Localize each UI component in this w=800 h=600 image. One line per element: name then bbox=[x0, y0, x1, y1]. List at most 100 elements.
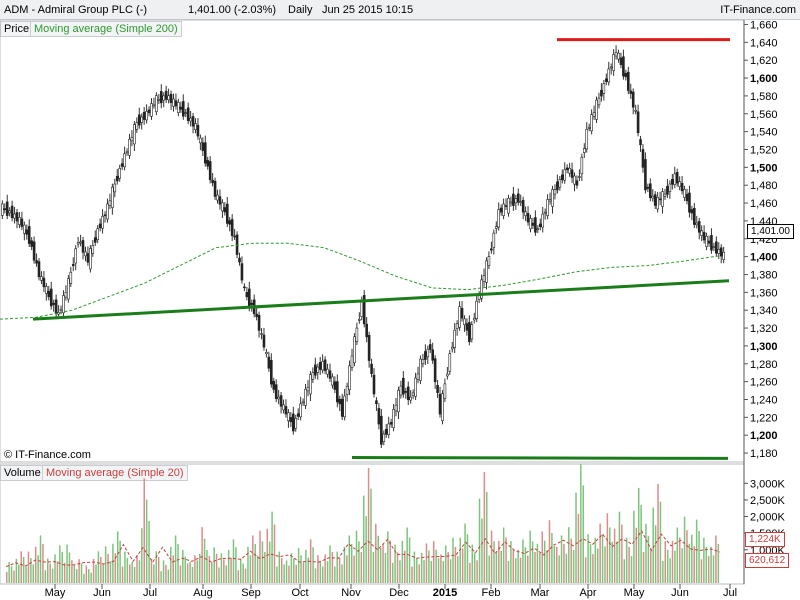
volume-bar bbox=[440, 554, 442, 583]
candle-body bbox=[507, 198, 510, 214]
volume-bar bbox=[150, 558, 153, 583]
volume-bar bbox=[42, 543, 44, 583]
candle-body bbox=[79, 241, 82, 244]
candle-body bbox=[155, 95, 158, 112]
volume-bar bbox=[141, 528, 143, 583]
candle-body bbox=[216, 194, 219, 201]
volume-bar bbox=[336, 551, 338, 583]
symbol-title: ADM - Admiral Group PLC (-) bbox=[4, 4, 148, 16]
volume-bar bbox=[365, 516, 367, 583]
candle-body bbox=[426, 348, 430, 358]
volume-bar bbox=[688, 543, 691, 583]
candle-body bbox=[602, 83, 606, 94]
candle-body bbox=[260, 333, 263, 335]
volume-bar bbox=[283, 564, 285, 583]
price-tick-label: 1,340 bbox=[750, 305, 778, 317]
candle-body bbox=[13, 213, 16, 219]
volume-bar bbox=[297, 548, 300, 583]
volume-bar bbox=[341, 564, 343, 583]
price-legend-ma[interactable]: Moving average (Simple 200) bbox=[30, 21, 182, 37]
volume-bar bbox=[102, 563, 104, 583]
volume-bar bbox=[401, 540, 404, 583]
volume-bar bbox=[389, 540, 392, 583]
candle-body bbox=[458, 306, 461, 328]
candle-body bbox=[196, 124, 200, 137]
candle-body bbox=[578, 176, 581, 178]
volume-bar bbox=[300, 555, 302, 583]
volume-bar bbox=[92, 558, 95, 583]
price-tick-label: 1,280 bbox=[750, 359, 778, 371]
candle-body bbox=[74, 248, 77, 264]
candle-body bbox=[64, 292, 68, 298]
volume-legend-ma[interactable]: Moving average (Simple 20) bbox=[42, 465, 188, 481]
candle-body bbox=[164, 90, 168, 100]
volume-bar bbox=[577, 513, 580, 583]
volume-bar bbox=[104, 546, 107, 583]
candle-body bbox=[10, 205, 14, 219]
volume-bar bbox=[162, 560, 165, 583]
volume-bar bbox=[194, 555, 196, 583]
candle-body bbox=[179, 106, 183, 110]
candle-body bbox=[326, 368, 329, 375]
volume-bar bbox=[483, 472, 486, 583]
volume-bar bbox=[66, 544, 68, 583]
candle-body bbox=[208, 161, 212, 181]
volume-bar bbox=[119, 540, 121, 583]
volume-bar bbox=[698, 530, 700, 583]
candle-body bbox=[411, 392, 415, 396]
volume-bar bbox=[442, 561, 445, 583]
candle-body bbox=[25, 229, 29, 235]
candle-body bbox=[30, 240, 33, 247]
volume-bar bbox=[700, 559, 703, 583]
candle-body bbox=[597, 97, 601, 106]
candle-body bbox=[172, 98, 175, 107]
volume-bar bbox=[594, 537, 597, 583]
volume-bar bbox=[268, 541, 271, 583]
x-tick-label: Aug bbox=[193, 587, 213, 599]
volume-tick-label: 2,500K bbox=[750, 495, 786, 507]
price-tick-label: 1,220 bbox=[750, 412, 778, 424]
candle-body bbox=[443, 383, 447, 399]
candle-body bbox=[32, 241, 36, 261]
candle-body bbox=[223, 207, 227, 213]
candle-body bbox=[128, 138, 131, 156]
price-tick-label: 1,560 bbox=[750, 109, 778, 121]
volume-bar bbox=[681, 548, 683, 583]
volume-bar bbox=[507, 561, 510, 583]
candle-body bbox=[76, 242, 80, 245]
volume-bar bbox=[15, 558, 18, 583]
volume-bar bbox=[565, 553, 568, 583]
volume-bar bbox=[476, 560, 478, 583]
candle-body bbox=[534, 217, 537, 233]
candle-body bbox=[463, 318, 466, 326]
volume-bar bbox=[517, 549, 519, 583]
candle-body bbox=[617, 52, 620, 60]
volume-ma-tag: 1,224K bbox=[745, 532, 785, 547]
volume-bar bbox=[420, 552, 423, 583]
volume-bar bbox=[659, 501, 662, 583]
candle-body bbox=[377, 408, 381, 425]
candle-body bbox=[89, 248, 92, 270]
volume-bar bbox=[413, 551, 416, 583]
volume-bar bbox=[367, 468, 370, 583]
volume-bar bbox=[8, 562, 10, 583]
volume-bar bbox=[88, 569, 90, 583]
candle-body bbox=[282, 404, 285, 411]
volume-bar bbox=[213, 547, 215, 583]
candle-body bbox=[228, 220, 232, 225]
candle-body bbox=[331, 376, 334, 386]
volume-bar bbox=[481, 518, 483, 583]
candle-body bbox=[380, 415, 383, 445]
candle-body bbox=[683, 189, 686, 198]
volume-bar bbox=[37, 555, 39, 583]
volume-bar bbox=[242, 563, 244, 583]
volume-bar bbox=[391, 562, 394, 583]
candle-body bbox=[257, 314, 261, 331]
candle-body bbox=[287, 412, 290, 422]
candle-body bbox=[218, 196, 222, 205]
candle-body bbox=[42, 277, 46, 288]
candle-body bbox=[712, 246, 716, 248]
candle-body bbox=[521, 199, 525, 213]
candle-body bbox=[169, 93, 173, 104]
